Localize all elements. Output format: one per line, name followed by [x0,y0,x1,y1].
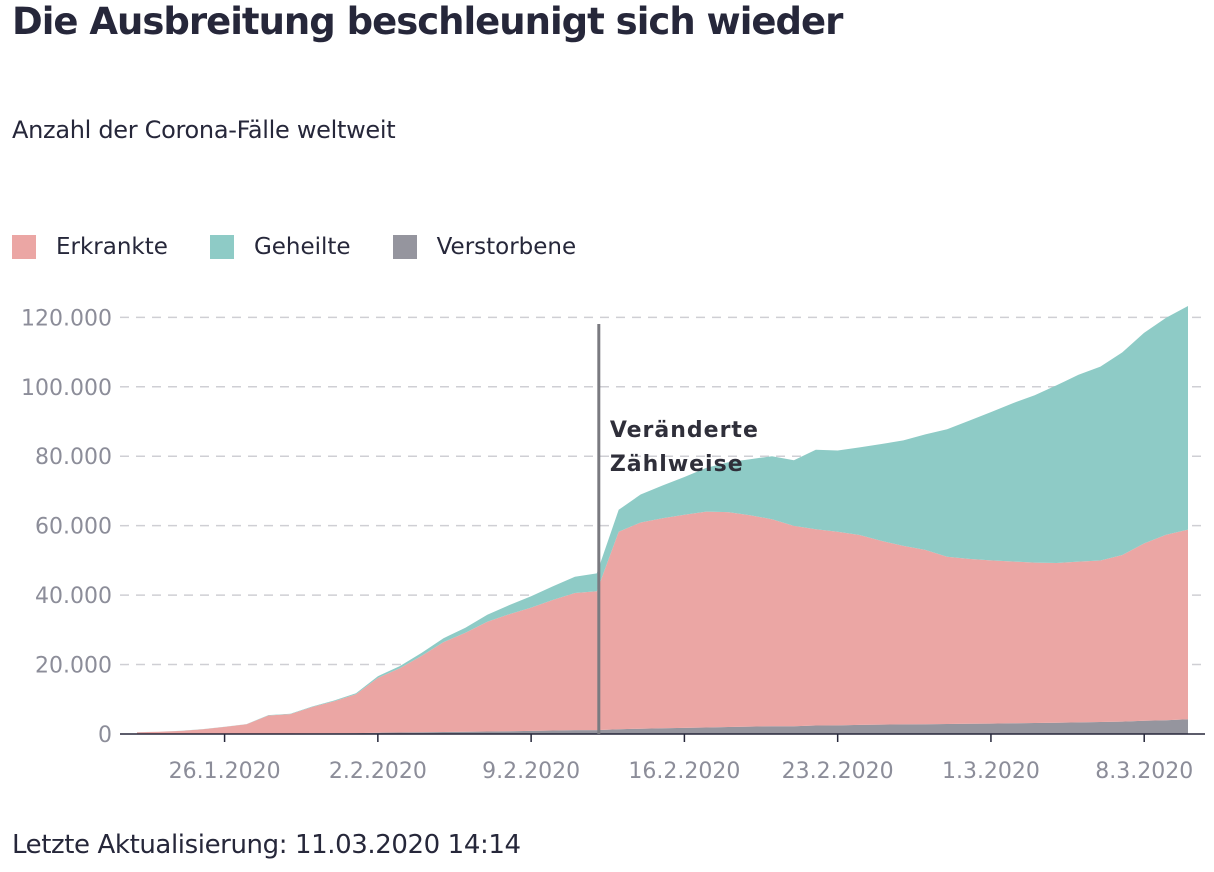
legend-item-verstorbene: Verstorbene [392,234,577,260]
legend-label-verstorbene: Verstorbene [436,234,577,260]
legend-swatch-erkrankte [12,235,36,259]
x-tick-label: 16.2.2020 [628,759,740,784]
legend-swatch-verstorbene [392,235,417,259]
chart-title: Die Ausbreitung beschleunigt sich wieder [12,0,843,43]
y-tick-label: 100.000 [21,376,112,401]
x-tick-label: 9.2.2020 [482,759,580,784]
legend-label-geheilte: Geheilte [253,234,351,260]
annotation-text: Zählweise [610,452,744,477]
y-tick-label: 60.000 [35,515,112,540]
x-tick-label: 23.2.2020 [782,759,894,784]
x-tick-label: 2.2.2020 [329,759,427,784]
last-updated: Letzte Aktualisierung: 11.03.2020 14:14 [12,830,521,860]
chart-subtitle: Anzahl der Corona-Fälle weltweit [12,116,396,144]
area-erkrankte [137,511,1188,734]
y-tick-label: 0 [98,723,112,748]
area-verstorbene [137,719,1188,734]
legend-item-erkrankte: Erkrankte [12,234,168,260]
y-tick-label: 120.000 [21,306,112,331]
x-tick-label: 1.3.2020 [942,759,1040,784]
legend: Erkrankte Geheilte Verstorbene [12,230,618,264]
y-tick-label: 80.000 [35,445,112,470]
area-series [137,306,1188,734]
x-tick-label: 8.3.2020 [1095,759,1193,784]
legend-swatch-geheilte [209,235,234,259]
area-geheilte [137,306,1188,733]
axes: 0 20.000 40.000 60.000 80.000 100.000 120.000 2… [21,306,1205,784]
y-tick-label: 40.000 [35,584,112,609]
x-tick-label: 26.1.2020 [169,759,281,784]
chart-plot: 0 20.000 40.000 60.000 80.000 100.000 120.000 2… [21,306,1205,784]
annotation-text: Veränderte [610,418,759,443]
legend-label-erkrankte: Erkrankte [56,234,168,260]
legend-item-geheilte: Geheilte [209,234,351,260]
annotation: Veränderte Zählweise [597,324,759,734]
y-tick-label: 20.000 [35,654,112,679]
